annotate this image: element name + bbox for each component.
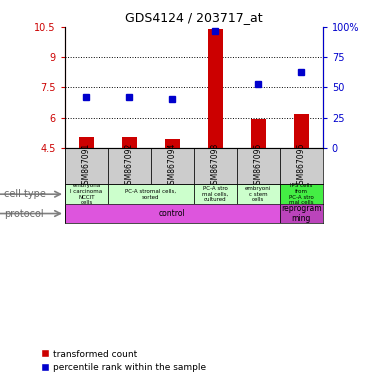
Bar xyxy=(280,184,323,204)
Text: cell type: cell type xyxy=(4,189,46,199)
Text: control: control xyxy=(159,209,186,218)
Text: GSM867094: GSM867094 xyxy=(168,143,177,189)
Bar xyxy=(280,148,323,184)
Bar xyxy=(108,184,194,204)
Bar xyxy=(79,137,94,148)
Bar xyxy=(251,119,266,148)
Text: GSM867096: GSM867096 xyxy=(297,143,306,189)
Bar xyxy=(280,204,323,223)
Text: embryoni
c stem
cells: embryoni c stem cells xyxy=(245,186,272,202)
Title: GDS4124 / 203717_at: GDS4124 / 203717_at xyxy=(125,11,263,24)
Text: PC-A stro
mal cells,
cultured: PC-A stro mal cells, cultured xyxy=(202,186,229,202)
Text: protocol: protocol xyxy=(4,209,43,218)
Bar xyxy=(151,148,194,184)
Text: GSM867095: GSM867095 xyxy=(254,143,263,189)
Bar xyxy=(165,139,180,148)
Text: GSM867093: GSM867093 xyxy=(211,143,220,189)
Bar xyxy=(294,114,309,148)
Bar xyxy=(237,184,280,204)
Bar xyxy=(65,184,108,204)
Bar xyxy=(65,204,280,223)
Text: GSM867091: GSM867091 xyxy=(82,143,91,189)
Text: PC-A stromal cells,
sorted: PC-A stromal cells, sorted xyxy=(125,189,177,200)
Text: embryona
l carcinoma
NCCIT
cells: embryona l carcinoma NCCIT cells xyxy=(70,183,102,205)
Text: IPS cells
from
PC-A stro
mal cells: IPS cells from PC-A stro mal cells xyxy=(289,183,314,205)
Bar xyxy=(194,184,237,204)
Text: GSM867092: GSM867092 xyxy=(125,143,134,189)
Bar xyxy=(194,148,237,184)
Text: reprogram
ming: reprogram ming xyxy=(281,204,322,223)
Bar xyxy=(65,148,108,184)
Bar xyxy=(208,29,223,148)
Bar xyxy=(122,137,137,148)
Bar xyxy=(237,148,280,184)
Legend: transformed count, percentile rank within the sample: transformed count, percentile rank withi… xyxy=(38,346,210,376)
Bar xyxy=(108,148,151,184)
